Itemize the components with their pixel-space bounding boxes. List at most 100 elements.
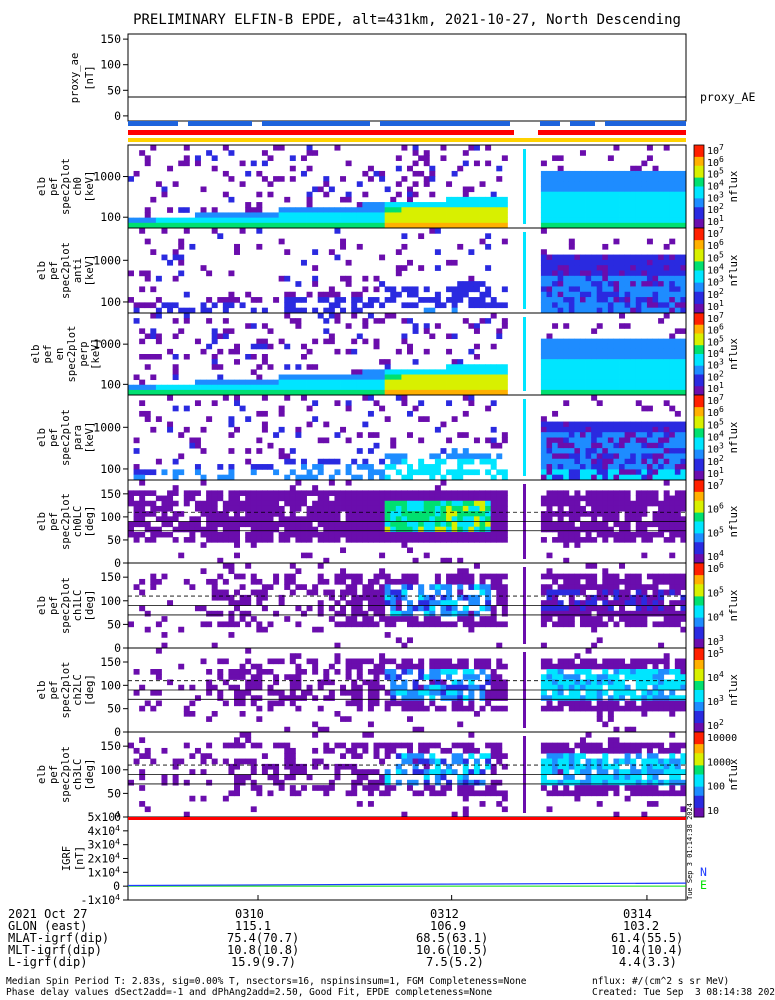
spectrum-cell <box>457 578 464 585</box>
spectrum-cell <box>552 695 559 701</box>
spectrum-cell <box>407 369 413 375</box>
spectrum-cell <box>401 573 408 580</box>
spectrum-cell <box>362 610 369 617</box>
spectrum-cell <box>367 217 374 224</box>
spectrum-cell <box>144 416 151 422</box>
spectrum-cell <box>267 495 274 502</box>
spectrum-cell <box>362 589 369 596</box>
spectrum-cell <box>407 584 413 590</box>
spectrum-cell <box>390 658 397 665</box>
spectrum-cell <box>635 531 642 538</box>
spectrum-cell <box>473 674 480 680</box>
spectrum-cell <box>317 600 324 606</box>
spectrum-cell <box>574 384 581 391</box>
spectrum-cell <box>596 254 603 261</box>
spectrum-cell <box>501 584 508 590</box>
spectrum-cell <box>630 669 637 675</box>
spectrum-cell <box>568 594 575 601</box>
spectrum-cell <box>596 474 603 481</box>
spectrum-cell <box>602 217 609 224</box>
spectrum-cell <box>585 265 592 271</box>
spectrum-cell <box>591 369 598 375</box>
spectrum-cell <box>384 690 391 696</box>
spectrum-cell <box>423 207 430 213</box>
spectrum-cell <box>457 700 464 707</box>
spectrum-cell <box>563 364 570 370</box>
spectrum-cell <box>596 505 603 512</box>
spectrum-cell <box>602 243 609 250</box>
spectrum-cell <box>635 212 642 219</box>
spectrum-cell <box>401 490 408 496</box>
spectrum-cell <box>473 354 480 360</box>
colorbar-cell <box>694 485 704 490</box>
spectrum-cell <box>172 516 179 522</box>
spectrum-cell <box>596 291 603 298</box>
spectrum-cell <box>635 684 642 691</box>
spectrum-cell <box>261 626 268 633</box>
spectrum-cell <box>646 176 653 182</box>
spectrum-cell <box>468 297 475 303</box>
spectrum-cell <box>256 521 263 528</box>
spectrum-cell <box>669 207 676 213</box>
spectrum-cell <box>328 500 335 507</box>
spectrum-cell <box>278 600 285 606</box>
spectrum-cell <box>641 186 648 193</box>
spectrum-cell <box>144 270 151 277</box>
spectrum-cell <box>379 573 386 580</box>
colorbar-cell <box>694 437 704 442</box>
spectrum-cell <box>139 589 146 596</box>
spectrum-cell <box>278 531 285 538</box>
spectrum-cell <box>674 384 681 391</box>
spectrum-cell <box>546 359 553 365</box>
spectrum-cell <box>200 474 207 481</box>
spectrum-cell <box>641 212 648 219</box>
spectrum-cell <box>139 480 146 486</box>
spectrum-cell <box>217 222 224 229</box>
spectrum-cell <box>674 343 681 350</box>
spectrum-cell <box>563 621 570 628</box>
spectrum-cell <box>256 448 263 454</box>
spectrum-cell <box>367 464 374 470</box>
spectrum-cell <box>630 437 637 444</box>
spectrum-cell <box>390 500 397 507</box>
spectrum-cell <box>278 405 285 412</box>
spectrum-cell <box>306 521 313 528</box>
spectrum-cell <box>340 176 347 182</box>
spectrum-cell <box>183 160 190 167</box>
spectrum-cell <box>362 658 369 665</box>
spectrum-cell <box>446 658 453 665</box>
spectrum-cell <box>167 505 174 512</box>
spectrum-cell <box>563 557 570 564</box>
spectrum-cell <box>356 674 363 680</box>
spectrum-cell <box>557 495 564 502</box>
spectrum-cell <box>256 228 263 234</box>
spectrum-cell <box>345 516 352 522</box>
spectrum-cell <box>228 763 235 770</box>
spectrum-cell <box>234 490 240 496</box>
spectrum-cell <box>613 348 620 355</box>
spectrum-cell <box>663 480 670 486</box>
spectrum-cell <box>652 343 659 350</box>
spectrum-cell <box>379 658 386 665</box>
spectrum-cell <box>434 464 441 470</box>
spectrum-cell <box>591 207 598 213</box>
spectrum-cell <box>540 679 547 686</box>
spectrum-cell <box>602 437 609 444</box>
spectrum-cell <box>351 779 358 786</box>
spectrum-cell <box>585 700 592 707</box>
panel-ylabel: [keV] <box>84 171 96 203</box>
spectrum-cell <box>312 400 319 407</box>
spectrum-cell <box>334 432 341 438</box>
spectrum-cell <box>619 578 626 585</box>
spectrum-cell <box>395 165 402 172</box>
spectrum-cell <box>546 369 553 375</box>
spectrum-cell <box>646 359 653 365</box>
spectrum-cell <box>412 207 419 213</box>
panel-tick-label: 100 <box>100 295 121 309</box>
spectrum-cell <box>635 616 642 622</box>
spectrum-cell <box>624 448 631 454</box>
spectrum-cell <box>379 469 386 476</box>
spectrum-cell <box>407 547 413 554</box>
spectrum-cell <box>256 621 263 628</box>
spectrum-cell <box>591 626 598 633</box>
